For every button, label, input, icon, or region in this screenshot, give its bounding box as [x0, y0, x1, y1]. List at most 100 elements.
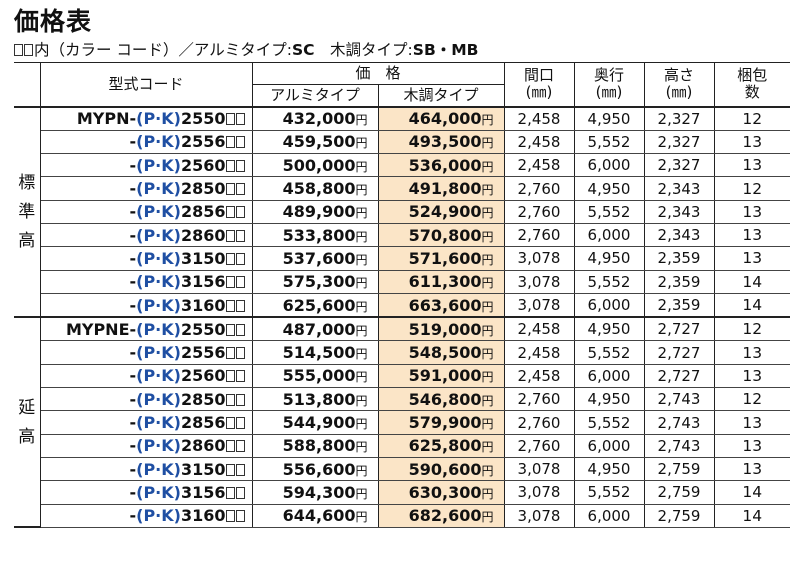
packages-cell: 13 [713, 223, 791, 248]
yen-unit: 円 [355, 229, 368, 244]
color-placeholder: (P·K) [136, 482, 181, 502]
table-row: -(P·K)3150 556,600円 590,600円 3,078 4,950 2,75… [14, 457, 791, 482]
packages-cell: 13 [713, 200, 791, 224]
color-code-box-icon [225, 486, 235, 499]
table-row: -(P·K)3150 537,600円 571,600円 3,078 4,950 2,35… [14, 246, 791, 271]
yen-unit: 円 [355, 183, 368, 198]
width-cell: 2,458 [503, 316, 575, 342]
yen-unit: 円 [355, 417, 368, 431]
depth-cell: 5,552 [573, 270, 645, 294]
color-placeholder: (P·K) [136, 272, 181, 292]
color-code-box-icon [225, 417, 235, 429]
color-code-box-icon [225, 510, 235, 523]
width-cell: 3,078 [503, 504, 575, 528]
height-cell: 2,759 [643, 457, 715, 482]
color-code-box-icon [225, 229, 235, 242]
packages-cell: 13 [713, 130, 791, 155]
height-cell: 2,343 [643, 176, 715, 201]
group-header-cell [14, 62, 41, 107]
model-code-cell: -(P·K)2556 [39, 340, 253, 365]
color-code-box-icon [225, 440, 235, 453]
color-placeholder: (P·K) [136, 366, 181, 386]
alu-price-cell: 459,500円 [251, 130, 379, 155]
wood-price-cell: 464,000円 [377, 105, 505, 131]
alu-price-cell: 555,000円 [251, 364, 379, 389]
height-cell: 2,327 [643, 153, 715, 178]
yen-unit: 円 [481, 183, 494, 198]
width-cell: 2,760 [503, 387, 575, 412]
wood-price-cell: 570,800円 [377, 223, 505, 248]
table-row: -(P·K)2560 555,000円 591,000円 2,458 6,000 2,72… [14, 364, 791, 389]
color-placeholder: (P·K) [136, 319, 181, 339]
wood-price-cell: 571,600円 [377, 246, 505, 271]
depth-cell: 6,000 [573, 153, 645, 178]
alu-price-cell: 625,600円 [251, 293, 379, 318]
depth-cell: 4,950 [573, 387, 645, 412]
yen-unit: 円 [481, 159, 494, 174]
yen-unit: 円 [355, 393, 368, 408]
yen-unit: 円 [355, 113, 368, 128]
yen-unit: 円 [481, 323, 494, 338]
height-cell: 2,343 [643, 223, 715, 248]
width-cell: 2,458 [503, 153, 575, 178]
height-cell: 2,759 [643, 480, 715, 505]
width-cell: 3,078 [503, 457, 575, 482]
packages-cell: 13 [713, 246, 791, 271]
color-code-box-icon [235, 347, 245, 360]
color-code-box-icon [225, 370, 235, 383]
model-code-cell: -(P·K)3160 [39, 293, 253, 318]
color-placeholder: (P·K) [136, 389, 181, 409]
table-row: 標準高 MYPN-(P·K)2550 432,000円 464,000円 2,458 4,… [14, 105, 791, 319]
wood-price-cell: 625,800円 [377, 434, 505, 458]
packages-cell: 14 [713, 270, 791, 294]
depth-cell: 5,552 [573, 480, 645, 505]
width-cell: 2,458 [503, 105, 575, 131]
depth-cell: 4,950 [573, 316, 645, 342]
header-height: 高さ (㎜) [643, 62, 715, 107]
table-row: -(P·K)2560 500,000円 536,000円 2,458 6,000 2,32… [14, 153, 791, 178]
height-cell: 2,359 [643, 270, 715, 294]
color-placeholder: (P·K) [136, 155, 181, 175]
height-cell: 2,743 [643, 434, 715, 458]
packages-cell: 13 [713, 153, 791, 178]
depth-cell: 4,950 [573, 176, 645, 201]
height-cell: 2,727 [643, 364, 715, 389]
color-code-box-icon [225, 206, 235, 219]
alu-price-cell: 594,300円 [251, 480, 379, 505]
model-code-cell: -(P·K)3156 [39, 480, 253, 505]
model-code-cell: -(P·K)2560 [39, 153, 253, 178]
packages-cell: 13 [713, 410, 791, 435]
yen-unit: 円 [355, 323, 368, 338]
wood-price-cell: 682,600円 [377, 504, 505, 528]
model-code-cell: MYPNE-(P·K)2550 [39, 316, 253, 342]
alu-price-cell: 533,800円 [251, 223, 379, 248]
header-price: 価 格 [251, 62, 505, 85]
packages-cell: 13 [713, 340, 791, 365]
packages-cell: 13 [713, 457, 791, 482]
color-placeholder: (P·K) [136, 225, 181, 245]
packages-cell: 14 [713, 293, 791, 318]
yen-unit: 円 [481, 299, 494, 314]
wood-price-cell: 519,000円 [377, 316, 505, 342]
packages-cell: 12 [713, 316, 791, 342]
color-placeholder: (P·K) [136, 202, 181, 222]
header-alu-type: アルミタイプ [251, 84, 379, 107]
depth-cell: 5,552 [573, 410, 645, 435]
alu-price-cell: 544,900円 [251, 410, 379, 435]
table-row: -(P·K)2856 489,900円 524,900円 2,760 5,552 2,34… [14, 200, 791, 224]
color-code-box-icon [225, 347, 235, 360]
model-code-cell: -(P·K)3156 [39, 270, 253, 294]
color-code-box-icon [235, 440, 245, 453]
height-cell: 2,343 [643, 200, 715, 224]
group-label-0: 標準高 [14, 105, 41, 319]
model-code-cell: -(P·K)2860 [39, 223, 253, 248]
packages-cell: 14 [713, 504, 791, 528]
width-cell: 2,760 [503, 434, 575, 458]
legend-wood-label: 木調タイプ: [314, 41, 413, 59]
alu-price-cell: 575,300円 [251, 270, 379, 294]
color-code-box-icon [235, 183, 245, 196]
model-code-cell: -(P·K)3150 [39, 457, 253, 482]
depth-cell: 6,000 [573, 434, 645, 458]
color-placeholder: (P·K) [136, 459, 181, 479]
wood-price-cell: 546,800円 [377, 387, 505, 412]
